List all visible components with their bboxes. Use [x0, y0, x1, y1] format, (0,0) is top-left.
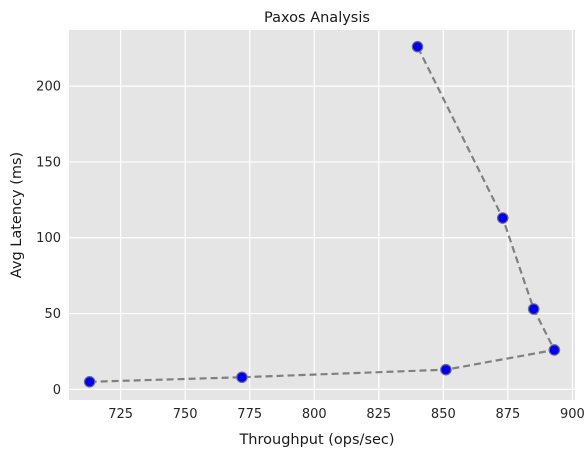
y-tick-label: 150 [36, 155, 61, 170]
y-tick-label: 50 [44, 307, 61, 322]
y-tick-label: 0 [53, 383, 61, 398]
data-point [440, 363, 452, 376]
data-point [236, 371, 248, 384]
x-tick-label: 900 [560, 407, 584, 422]
data-point [83, 376, 96, 388]
x-tick-label: 825 [366, 407, 391, 422]
y-tick-label: 200 [36, 80, 61, 95]
x-tick-label: 750 [173, 407, 198, 422]
x-tick-label: 875 [495, 407, 520, 422]
data-point [527, 303, 540, 315]
grid [69, 30, 575, 400]
data-point [496, 212, 509, 224]
plot-area [69, 30, 575, 400]
x-axis-label: Throughput (ops/sec) [238, 432, 394, 448]
x-tick-label: 775 [237, 407, 262, 422]
data-point [548, 344, 561, 356]
x-tick-label: 800 [302, 407, 327, 422]
chart-title: Paxos Analysis [264, 10, 370, 26]
series-layer [83, 40, 561, 388]
x-tick-label: 725 [108, 407, 133, 422]
y-axis-label: Avg Latency (ms) [9, 152, 25, 278]
tick-labels: 725 750 775 800 825 850 875 900 0 50 100 150 200 [36, 80, 584, 422]
data-point [411, 40, 424, 53]
y-tick-label: 100 [36, 231, 61, 246]
x-tick-label: 850 [431, 407, 456, 422]
